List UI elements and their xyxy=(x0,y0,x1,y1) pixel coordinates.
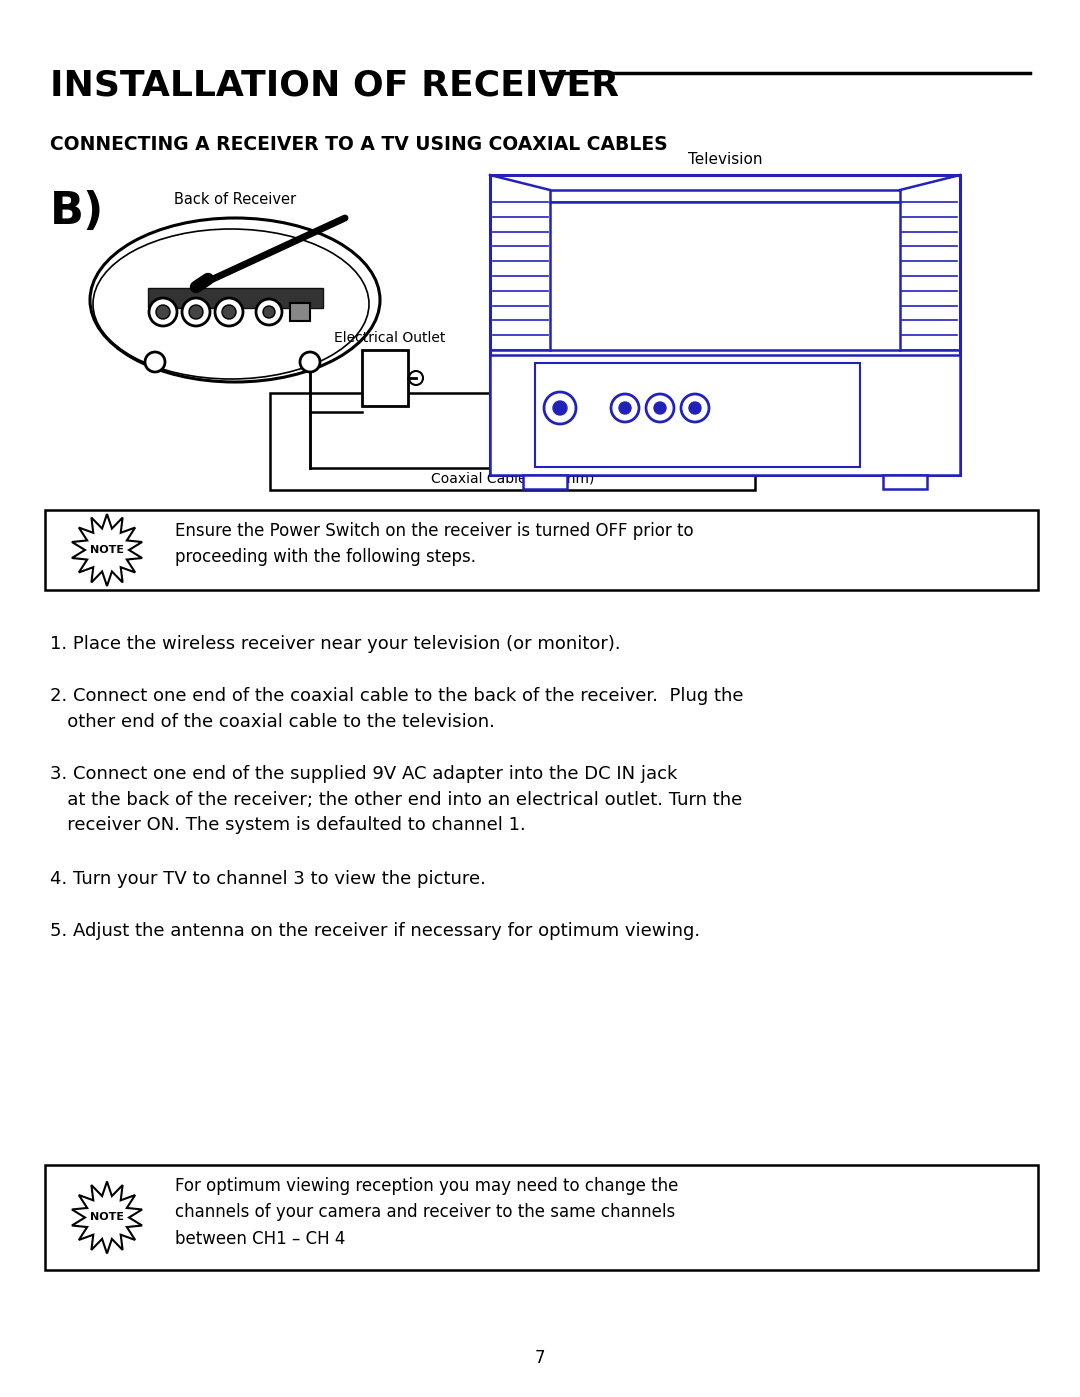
Polygon shape xyxy=(72,514,143,585)
Text: L   R: L R xyxy=(625,367,652,379)
Circle shape xyxy=(689,402,701,414)
Text: 3. Connect one end of the supplied 9V AC adapter into the DC IN jack
   at the b: 3. Connect one end of the supplied 9V AC… xyxy=(50,766,742,834)
Text: INSTALLATION OF RECEIVER: INSTALLATION OF RECEIVER xyxy=(50,68,619,102)
Circle shape xyxy=(156,305,170,319)
Text: Ant in: Ant in xyxy=(550,367,588,379)
Circle shape xyxy=(256,299,282,326)
Text: 1. Place the wireless receiver near your television (or monitor).: 1. Place the wireless receiver near your… xyxy=(50,636,621,652)
Text: 7: 7 xyxy=(535,1350,545,1368)
Text: Coaxial Cable (75 ohm): Coaxial Cable (75 ohm) xyxy=(431,471,594,485)
Circle shape xyxy=(215,298,243,326)
Circle shape xyxy=(149,298,177,326)
Ellipse shape xyxy=(90,218,380,381)
Circle shape xyxy=(183,298,210,326)
Circle shape xyxy=(553,401,567,415)
Text: Back of Receiver: Back of Receiver xyxy=(174,191,296,207)
Circle shape xyxy=(611,394,639,422)
Text: Ensure the Power Switch on the receiver is turned OFF prior to
proceeding with t: Ensure the Power Switch on the receiver … xyxy=(175,522,693,566)
FancyBboxPatch shape xyxy=(148,288,323,307)
Text: NOTE: NOTE xyxy=(90,1213,124,1222)
Circle shape xyxy=(145,352,165,372)
Circle shape xyxy=(544,393,576,425)
Circle shape xyxy=(646,394,674,422)
Circle shape xyxy=(264,306,275,319)
FancyBboxPatch shape xyxy=(535,363,860,467)
FancyBboxPatch shape xyxy=(550,203,900,351)
Circle shape xyxy=(222,305,237,319)
Text: For optimum viewing reception you may need to change the
channels of your camera: For optimum viewing reception you may ne… xyxy=(175,1178,678,1248)
Circle shape xyxy=(619,402,631,414)
Text: 5. Adjust the antenna on the receiver if necessary for optimum viewing.: 5. Adjust the antenna on the receiver if… xyxy=(50,922,700,940)
Text: Television: Television xyxy=(688,152,762,168)
FancyBboxPatch shape xyxy=(291,303,310,321)
Text: B): B) xyxy=(50,190,105,233)
Text: 4. Turn your TV to channel 3 to view the picture.: 4. Turn your TV to channel 3 to view the… xyxy=(50,870,486,888)
Text: Audio  Video: Audio Video xyxy=(625,453,696,462)
Text: 2. Connect one end of the coaxial cable to the back of the receiver.  Plug the
 : 2. Connect one end of the coaxial cable … xyxy=(50,687,743,731)
Circle shape xyxy=(189,305,203,319)
Text: NOTE: NOTE xyxy=(90,545,124,555)
FancyBboxPatch shape xyxy=(523,475,567,489)
Polygon shape xyxy=(72,1182,143,1253)
FancyBboxPatch shape xyxy=(362,351,408,407)
Circle shape xyxy=(681,394,708,422)
FancyBboxPatch shape xyxy=(490,175,960,475)
FancyBboxPatch shape xyxy=(490,355,960,475)
Text: Electrical Outlet: Electrical Outlet xyxy=(335,331,446,345)
FancyBboxPatch shape xyxy=(883,475,927,489)
Text: CONNECTING A RECEIVER TO A TV USING COAXIAL CABLES: CONNECTING A RECEIVER TO A TV USING COAX… xyxy=(50,136,667,154)
FancyBboxPatch shape xyxy=(550,190,900,203)
Circle shape xyxy=(654,402,666,414)
Circle shape xyxy=(300,352,320,372)
